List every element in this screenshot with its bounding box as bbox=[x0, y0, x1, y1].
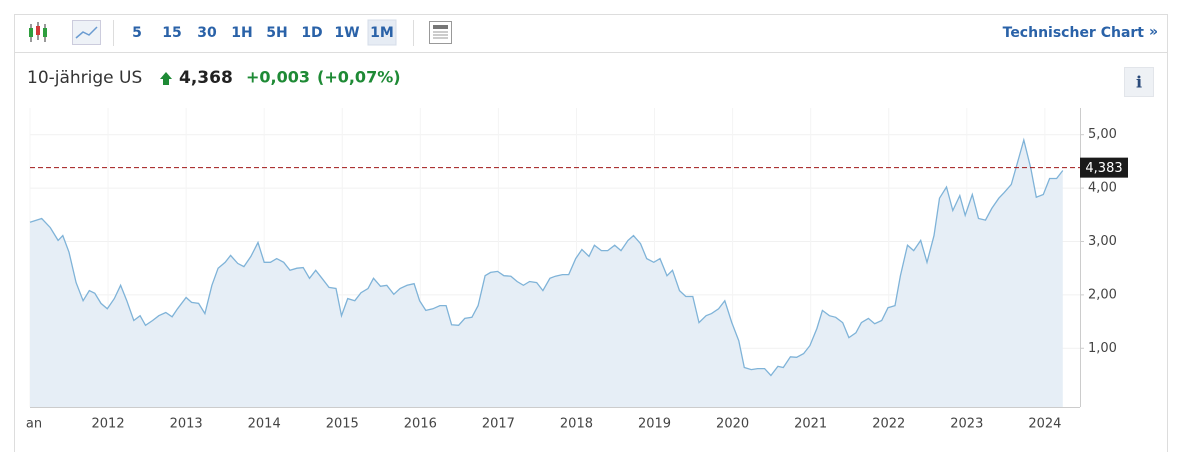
interval-button[interactable]: 1H bbox=[231, 25, 252, 41]
x-tick-label: 2024 bbox=[1028, 417, 1061, 432]
interval-button[interactable]: 1M bbox=[370, 25, 394, 41]
active-interval-bg bbox=[367, 19, 397, 46]
x-tick-label: 2019 bbox=[638, 417, 671, 432]
line-icon[interactable] bbox=[72, 20, 101, 45]
x-tick-label: 2013 bbox=[170, 417, 203, 432]
up-arrow bbox=[160, 72, 172, 85]
x-tick-label: 2020 bbox=[716, 417, 749, 432]
x-tick-label: 2018 bbox=[560, 417, 593, 432]
instrument-name: 10-jährige US bbox=[27, 68, 142, 88]
x-tick-label: 2014 bbox=[248, 417, 281, 432]
y-tick-label: 3,00 bbox=[1088, 234, 1117, 249]
x-tick-label: 2021 bbox=[794, 417, 827, 432]
x-tick-label: an bbox=[26, 417, 42, 432]
interval-button[interactable]: 1D bbox=[301, 25, 322, 41]
x-tick-label: 2012 bbox=[92, 417, 125, 432]
y-tick-label: 5,00 bbox=[1088, 127, 1117, 142]
interval-button[interactable]: 30 bbox=[197, 25, 217, 41]
x-tick-label: 2017 bbox=[482, 417, 515, 432]
x-tick-label: 2016 bbox=[404, 417, 437, 432]
line bbox=[29, 137, 1064, 377]
info-icon[interactable]: i bbox=[1136, 73, 1142, 92]
info-button[interactable] bbox=[1124, 67, 1154, 97]
x-tick-label: 2022 bbox=[872, 417, 905, 432]
news-icon[interactable] bbox=[429, 21, 452, 44]
area bbox=[30, 140, 1063, 407]
y-tick-label: 2,00 bbox=[1088, 287, 1117, 302]
interval-button[interactable]: 5H bbox=[266, 25, 287, 41]
candle-icon[interactable] bbox=[29, 22, 47, 42]
interval-button[interactable]: 15 bbox=[162, 25, 181, 41]
price: 4,368 bbox=[179, 68, 233, 88]
x-tick-label: 2023 bbox=[950, 417, 983, 432]
interval-button[interactable]: 5 bbox=[132, 25, 142, 41]
interval-button[interactable]: 1W bbox=[334, 25, 359, 41]
current-value-label: 4,383 bbox=[1085, 161, 1122, 176]
y-tick-label: 1,00 bbox=[1088, 341, 1117, 356]
current-value-badge bbox=[1080, 157, 1128, 178]
link-arrow[interactable]: » bbox=[1149, 24, 1158, 40]
y-tick-label: 4,00 bbox=[1088, 181, 1117, 196]
change-pct: (+0,07%) bbox=[317, 68, 401, 87]
x-tick-label: 2015 bbox=[326, 417, 359, 432]
technical-chart-link[interactable]: Technischer Chart bbox=[1003, 25, 1145, 41]
change: +0,003 bbox=[246, 68, 310, 87]
